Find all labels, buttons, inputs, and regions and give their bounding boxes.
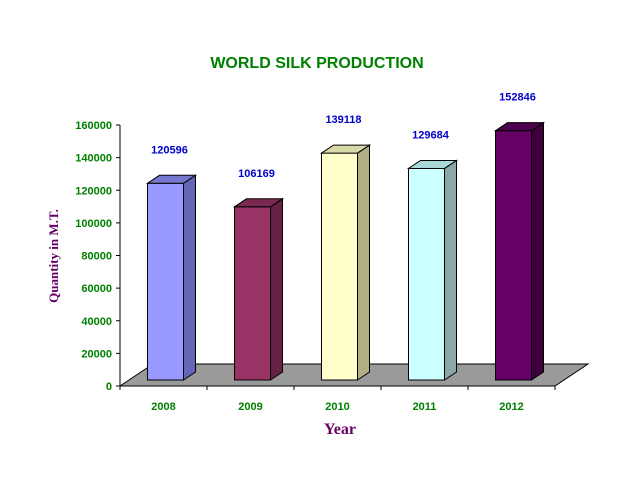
data-label: 120596: [151, 144, 188, 156]
data-labels: 120596 106169 139118 129684 152846: [151, 92, 536, 180]
bar-top: [319, 144, 372, 154]
bar-front: [234, 206, 271, 381]
y-tick-label: 140000: [75, 153, 112, 165]
data-label: 106169: [238, 168, 275, 180]
bar-side: [183, 174, 196, 381]
y-tick-label: 40000: [81, 316, 112, 328]
x-ticks: 2008 2009 2010 2011 2012: [119, 386, 556, 413]
bars: [145, 121, 546, 381]
bar: [493, 121, 546, 381]
x-tick-label: 2010: [325, 401, 349, 413]
bar-front: [495, 130, 532, 381]
chart-title: WORLD SILK PRODUCTION: [210, 55, 423, 72]
bar-side: [444, 159, 457, 381]
data-label: 139118: [325, 114, 361, 126]
y-tick-label: 80000: [81, 251, 112, 263]
bar: [145, 174, 198, 381]
y-tick-label: 120000: [75, 185, 112, 197]
bar-top: [493, 122, 546, 132]
bar-front: [321, 152, 358, 381]
x-tick-label: 2012: [499, 401, 523, 413]
y-tick-label: 100000: [75, 218, 112, 230]
y-ticks: 0 20000 40000 60000 80000 100000 120000 140000 1…: [75, 120, 120, 393]
bar: [319, 144, 372, 381]
y-axis-label: Quantity in M.T.: [46, 209, 61, 303]
x-axis-label: Year: [324, 421, 356, 438]
bar-top: [406, 159, 459, 169]
bar-side: [531, 121, 544, 381]
bar-side: [357, 144, 370, 381]
data-label: 129684: [412, 129, 450, 141]
bar-side: [270, 197, 283, 381]
y-tick-label: 0: [106, 381, 112, 393]
y-tick-label: 20000: [81, 348, 112, 360]
data-label: 152846: [499, 92, 536, 104]
x-tick-label: 2011: [413, 401, 437, 413]
bar-front: [147, 182, 184, 381]
bar: [406, 159, 459, 381]
bar-top: [145, 174, 198, 184]
bar-top: [232, 198, 285, 208]
y-tick-label: 160000: [75, 120, 112, 132]
bar-front: [408, 167, 445, 381]
bar: [232, 197, 285, 381]
y-tick-label: 60000: [81, 283, 112, 295]
x-tick-label: 2009: [238, 401, 262, 413]
x-tick-label: 2008: [151, 401, 175, 413]
